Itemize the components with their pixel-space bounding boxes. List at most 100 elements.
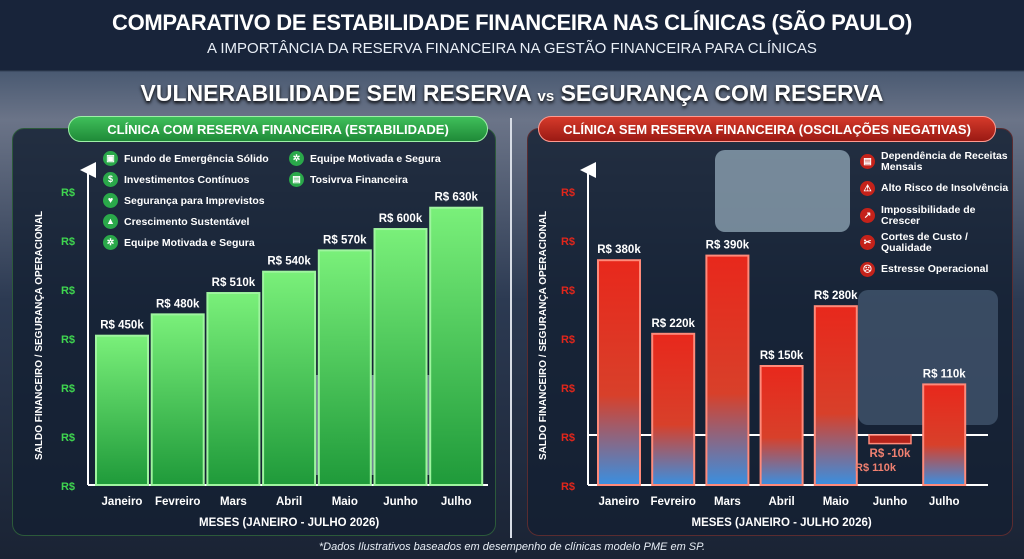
bar-value-label: R$ 540k <box>267 256 311 268</box>
legend-label: Segurança para Imprevistos <box>124 194 265 207</box>
x-tick-label: Fevreiro <box>651 496 696 508</box>
y-tick-label: R$ <box>61 334 75 346</box>
growth-chart-icon: ▲ <box>103 214 118 229</box>
bar <box>597 259 641 487</box>
bar <box>262 270 317 487</box>
legend-label: Tosivrva Financeira <box>310 173 408 186</box>
bar <box>813 305 858 487</box>
y-tick-label: R$ <box>561 285 575 297</box>
legend-label: Estresse Operacional <box>881 263 989 275</box>
legend-item: ✲ Equipe Motivada e Segura <box>289 148 441 169</box>
bar-value-label: R$ 510k <box>212 277 256 289</box>
left-legend-col1: ▣ Fundo de Emergência Sólido $ Investiment… <box>103 148 269 253</box>
y-tick-label: R$ <box>561 187 575 199</box>
x-tick-label: Janeiro <box>599 496 640 508</box>
x-tick-label: Mars <box>714 496 741 508</box>
warning-icon: ⚠ <box>860 181 875 196</box>
bar <box>705 254 750 486</box>
subtitle: A IMPORTÂNCIA DA RESERVA FINANCEIRA NA G… <box>207 40 817 57</box>
main-title: COMPARATIVO DE ESTABILIDADE FINANCEIRA N… <box>112 10 912 35</box>
clinic-illustration-doctors <box>715 150 850 232</box>
bar-value-label: R$ 220k <box>651 318 695 330</box>
bar <box>206 292 261 486</box>
x-tick-label: Mars <box>220 496 247 508</box>
bar <box>317 249 372 486</box>
legend-label: Equipe Motivada e Segura <box>310 152 441 165</box>
bar-value-label: R$ 630k <box>434 192 478 204</box>
left-legend-col2: ✲ Equipe Motivada e Segura ▤ Tosivrva Fina… <box>289 148 441 190</box>
x-tick-label: Abril <box>276 496 302 508</box>
y-tick-label: R$ <box>561 334 575 346</box>
legend-item: ▤ Dependência de Receitas Mensais <box>860 148 1010 175</box>
stress-icon: ☹ <box>860 262 875 277</box>
bar <box>759 365 804 486</box>
bar <box>922 383 967 486</box>
x-tick-label: Maio <box>823 496 849 508</box>
comparison-heading: VULNERABILIDADE SEM RESERVA vs SEGURANÇA… <box>0 80 1024 107</box>
legend-item: ⚠ Alto Risco de Insolvência <box>860 175 1010 202</box>
legend-label: Cortes de Custo / Qualidade <box>881 230 968 254</box>
legend-item: ▤ Tosivrva Financeira <box>289 169 441 190</box>
bar <box>651 332 696 486</box>
legend-item: ▲ Crescimento Sustentável <box>103 211 269 232</box>
bar <box>95 334 149 486</box>
legend-item: ▣ Fundo de Emergência Sólido <box>103 148 269 169</box>
y-tick-label: R$ <box>61 187 75 199</box>
bar <box>429 206 484 487</box>
x-axis-label: MESES (JANEIRO - JULHO 2026) <box>691 517 871 529</box>
bar-value-label: R$ 600k <box>379 213 423 225</box>
right-panel-title: CLÍNICA SEM RESERVA FINANCEIRA (OSCILAÇÕ… <box>538 116 996 142</box>
investment-icon: $ <box>103 172 118 187</box>
bar-value-label: R$ 380k <box>597 244 641 256</box>
x-tick-label: Maio <box>332 496 358 508</box>
divider <box>510 118 512 538</box>
y-tick-label: R$ <box>61 481 75 493</box>
legend-label: Fundo de Emergência Sólido <box>124 152 269 165</box>
heading-right: SEGURANÇA COM RESERVA <box>560 80 884 106</box>
footnote: *Dados Ilustrativos baseados em desempen… <box>318 541 706 553</box>
y-tick-label: R$ <box>561 383 575 395</box>
legend-item: ♥ Segurança para Imprevistos <box>103 190 269 211</box>
y-tick-label: R$ <box>561 481 575 493</box>
bar-value-label: R$ 280k <box>814 290 858 302</box>
legend-item: ✲ Equipe Motivada e Segura <box>103 232 269 253</box>
y-tick-label: R$ <box>61 236 75 248</box>
legend-label: Impossibilidade de Crescer <box>881 203 976 227</box>
legend-item: ☹ Estresse Operacional <box>860 256 1010 283</box>
right-legend: ▤ Dependência de Receitas Mensais ⚠ Alto R… <box>860 148 1010 283</box>
bar <box>868 434 912 445</box>
bar <box>150 313 205 486</box>
cost-cut-icon: ✂ <box>860 235 875 250</box>
briefcase-icon: ▤ <box>289 172 304 187</box>
legend-item: $ Investimentos Contínuos <box>103 169 269 190</box>
shield-icon: ♥ <box>103 193 118 208</box>
heading-left: VULNERABILIDADE SEM RESERVA <box>140 80 532 106</box>
legend-item: ↗ Impossibilidade de Crescer <box>860 202 1010 229</box>
growth-blocked-icon: ↗ <box>860 208 875 223</box>
heading-vs: vs <box>537 88 555 105</box>
bar-value-label: R$ 390k <box>706 240 750 252</box>
bar-value-label: R$ 570k <box>323 234 367 246</box>
bar-value-label: R$ 110k <box>923 368 966 380</box>
x-tick-label: Janeiro <box>102 496 143 508</box>
x-tick-label: Fevreiro <box>155 496 200 508</box>
header: COMPARATIVO DE ESTABILIDADE FINANCEIRA N… <box>0 0 1024 70</box>
legend-label: Investimentos Contínuos <box>124 173 250 186</box>
x-tick-label: Junho <box>383 496 418 508</box>
extra-value-label: R$ 110k <box>855 462 896 474</box>
legend-label: Dependência de Receitas Mensais <box>881 149 1008 173</box>
x-tick-label: Julho <box>929 496 960 508</box>
legend-label: Alto Risco de Insolvência <box>881 182 1009 194</box>
emergency-fund-icon: ▣ <box>103 151 118 166</box>
bar <box>373 228 428 486</box>
bar-value-label: R$ 450k <box>100 320 144 332</box>
x-tick-label: Abril <box>768 496 794 508</box>
legend-label: Equipe Motivada e Segura <box>124 236 255 249</box>
bar-value-label: R$ -10k <box>870 448 912 460</box>
legend-label: Crescimento Sustentável <box>124 215 250 228</box>
team-icon: ✲ <box>289 151 304 166</box>
y-tick-label: R$ <box>61 285 75 297</box>
legend-item: ✂ Cortes de Custo / Qualidade <box>860 229 1010 256</box>
x-axis-label: MESES (JANEIRO - JULHO 2026) <box>199 517 379 529</box>
y-tick-label: R$ <box>561 236 575 248</box>
